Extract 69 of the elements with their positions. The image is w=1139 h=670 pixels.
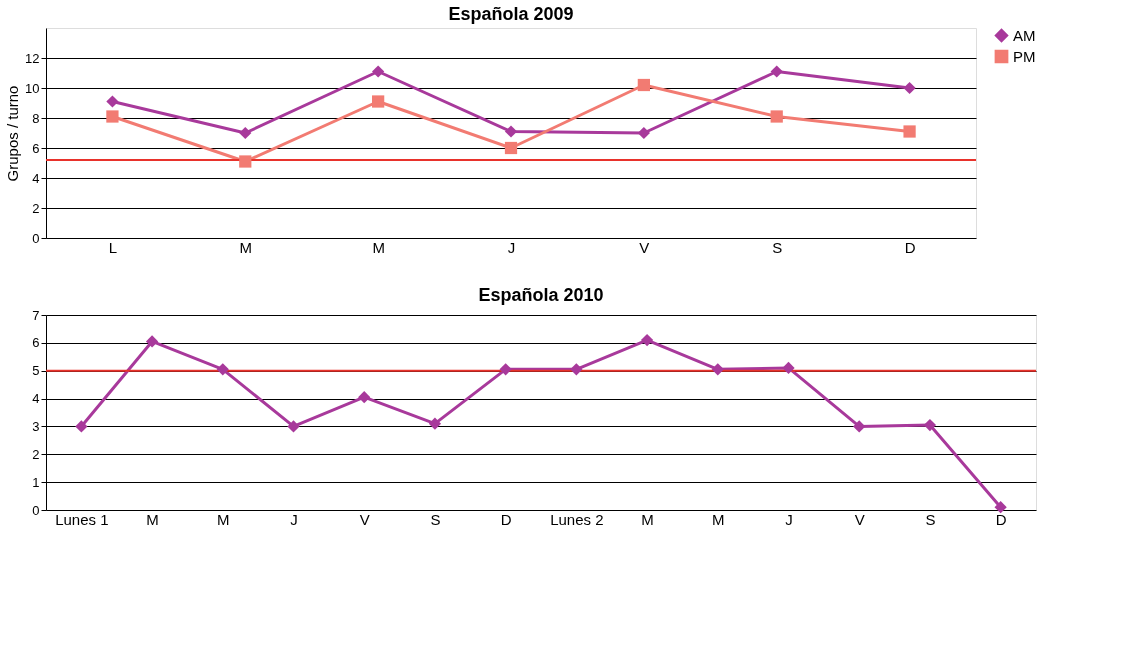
x-tick-label: Lunes 2 xyxy=(550,510,604,528)
x-tick-label: M xyxy=(217,510,230,528)
point xyxy=(287,420,300,433)
y-tick-label: 0 xyxy=(32,230,40,246)
x-tick-label: V xyxy=(854,510,865,528)
x-tick-label: M xyxy=(239,238,253,256)
point xyxy=(570,363,583,376)
point xyxy=(145,335,159,348)
point xyxy=(239,126,252,140)
x-tick-label: L xyxy=(108,238,118,256)
point xyxy=(637,126,650,140)
point xyxy=(372,65,385,78)
point xyxy=(711,363,724,376)
x-tick-label: Lunes 1 xyxy=(55,510,109,528)
chart-title: Española 2010 xyxy=(478,285,604,305)
point xyxy=(504,125,518,138)
y-tick-label: 6 xyxy=(32,335,40,351)
point xyxy=(782,361,795,375)
point xyxy=(106,110,119,123)
legend-label: AM xyxy=(1013,26,1036,44)
x-tick-label: S xyxy=(925,510,936,528)
x-tick-label: S xyxy=(772,238,783,256)
point xyxy=(640,333,654,347)
x-tick-label: V xyxy=(359,510,370,528)
x-tick-label: M xyxy=(372,238,385,256)
point xyxy=(216,363,229,376)
point xyxy=(923,418,937,432)
x-tick-label: M xyxy=(641,510,654,528)
y-tick-label: 4 xyxy=(32,170,40,186)
point xyxy=(770,110,783,123)
point xyxy=(428,417,442,430)
y-tick-label: 4 xyxy=(32,391,40,407)
y-tick-label: 6 xyxy=(32,140,40,156)
point xyxy=(770,65,783,78)
y-tick-label: 1 xyxy=(32,474,40,490)
point xyxy=(637,78,650,92)
chart-title: Española 2009 xyxy=(448,4,574,24)
legend-label: PM xyxy=(1013,47,1036,65)
point xyxy=(853,420,866,433)
y-tick-label: 8 xyxy=(32,110,40,126)
y-tick-label: 7 xyxy=(32,307,40,323)
point xyxy=(499,363,512,376)
y-tick-label: 10 xyxy=(25,80,40,96)
y-tick-label: 5 xyxy=(32,363,40,379)
x-tick-label: M xyxy=(712,510,725,528)
x-tick-label: D xyxy=(500,510,512,528)
x-tick-label: D xyxy=(904,238,916,256)
x-tick-label: J xyxy=(290,510,298,528)
x-tick-label: M xyxy=(146,510,159,528)
point xyxy=(358,391,371,404)
y-tick-label: 12 xyxy=(25,50,40,66)
y-tick-label: 3 xyxy=(32,418,40,434)
point xyxy=(372,95,385,108)
x-tick-label: V xyxy=(639,238,650,256)
y-axis-title: Grupos / turno xyxy=(4,85,22,182)
point xyxy=(75,420,88,433)
point xyxy=(994,501,1007,514)
x-tick-label: J xyxy=(507,238,516,256)
point xyxy=(239,155,252,168)
x-tick-label: J xyxy=(785,510,793,528)
point xyxy=(903,81,916,95)
x-tick-label: S xyxy=(430,510,441,528)
y-tick-label: 2 xyxy=(32,446,40,462)
y-tick-label: 2 xyxy=(32,200,40,216)
point xyxy=(106,95,119,108)
x-tick-label: D xyxy=(995,510,1007,528)
point xyxy=(903,125,916,138)
point xyxy=(504,141,518,155)
y-tick-label: 0 xyxy=(32,502,40,518)
